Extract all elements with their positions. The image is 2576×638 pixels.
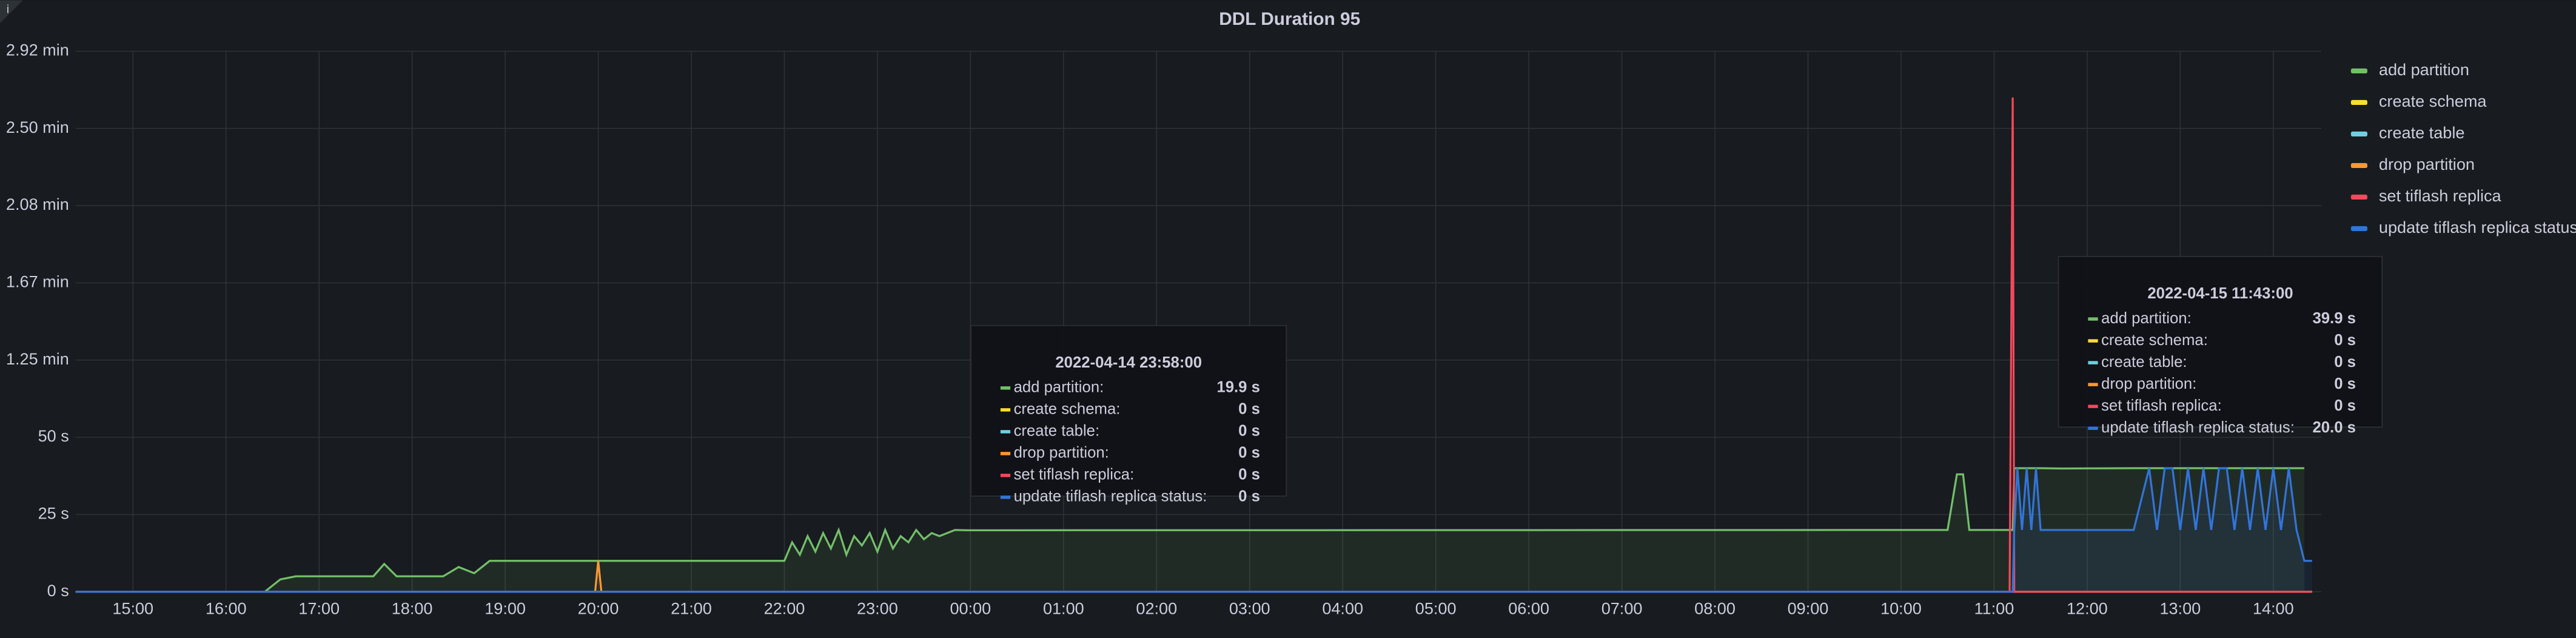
legend-label: add partition	[2379, 60, 2469, 79]
tooltip-value: 0 s	[2334, 332, 2356, 349]
tooltip-swatch	[2088, 361, 2098, 364]
legend-swatch	[2350, 131, 2367, 137]
tooltip-value: 0 s	[1238, 488, 1260, 505]
y-tick-label: 50 s	[38, 426, 69, 445]
x-tick-label: 21:00	[671, 599, 712, 618]
tooltip-name: create schema:	[2101, 332, 2208, 349]
tooltip-name: set tiflash replica:	[1014, 466, 1135, 483]
y-tick-label: 1.25 min	[6, 349, 69, 368]
tooltip-value: 39.9 s	[2312, 310, 2356, 327]
legend-label: update tiflash replica status	[2379, 218, 2576, 237]
x-tick-label: 15:00	[112, 599, 153, 618]
legend-swatch	[2350, 226, 2367, 232]
legend-label: drop partition	[2379, 155, 2475, 173]
x-tick-label: 18:00	[392, 599, 433, 618]
x-tick-label: 04:00	[1322, 599, 1363, 618]
x-tick-label: 14:00	[2253, 599, 2294, 618]
legend-label: set tiflash replica	[2379, 186, 2502, 205]
tooltip-value: 0 s	[1238, 445, 1260, 462]
tooltip-value: 0 s	[2334, 397, 2356, 414]
x-tick-label: 20:00	[578, 599, 619, 618]
x-tick-label: 10:00	[1880, 599, 1922, 618]
y-tick-label: 2.92 min	[6, 41, 69, 59]
x-tick-label: 09:00	[1788, 599, 1829, 618]
tooltip: 2022-04-14 23:58:00 add partition: 19.9 s c…	[970, 325, 1287, 505]
tooltip-name: drop partition:	[1014, 445, 1109, 462]
y-tick-label: 0 s	[47, 581, 69, 600]
x-tick-label: 17:00	[298, 599, 340, 618]
tooltip-name: add partition:	[1014, 379, 1104, 396]
x-tick-label: 06:00	[1508, 599, 1549, 618]
x-tick-label: 00:00	[950, 599, 991, 618]
tooltip-name: update tiflash replica status:	[1014, 488, 1207, 505]
tooltip-name: create schema:	[1014, 401, 1121, 418]
tooltip-swatch	[1000, 408, 1011, 412]
x-tick-label: 07:00	[1602, 599, 1643, 618]
tooltip-value: 0 s	[2334, 354, 2356, 371]
tooltip-swatch	[1000, 430, 1011, 434]
tooltip: 2022-04-15 11:43:00 add partition: 39.9 s c…	[2058, 256, 2383, 436]
legend-label: create schema	[2379, 92, 2487, 110]
tooltip-swatch	[1000, 474, 1011, 477]
tooltip-box	[970, 325, 1287, 497]
x-tick-label: 03:00	[1229, 599, 1270, 618]
x-tick-label: 02:00	[1136, 599, 1177, 618]
tooltip-value: 0 s	[1238, 466, 1260, 483]
tooltip-name: drop partition:	[2101, 375, 2196, 392]
x-tick-label: 11:00	[1974, 599, 2014, 618]
x-tick-label: 13:00	[2159, 599, 2201, 618]
x-tick-label: 08:00	[1694, 599, 1736, 618]
tooltip-swatch	[1000, 495, 1011, 499]
tooltip-value: 0 s	[1238, 401, 1260, 418]
tooltip-time: 2022-04-15 11:43:00	[2147, 285, 2293, 302]
series-line	[75, 467, 2312, 593]
tooltip-name: create table:	[1014, 423, 1100, 440]
tooltip-swatch	[2088, 405, 2098, 408]
info-corner[interactable]	[0, 0, 23, 24]
legend-swatch	[2350, 194, 2367, 200]
tooltip-time: 2022-04-14 23:58:00	[1055, 354, 1202, 371]
x-tick-label: 05:00	[1415, 599, 1457, 618]
y-tick-label: 2.08 min	[6, 195, 69, 213]
tooltip-swatch	[2088, 383, 2098, 386]
legend-swatch	[2350, 99, 2367, 105]
tooltip-value: 20.0 s	[2312, 419, 2356, 436]
legend-swatch	[2350, 68, 2367, 73]
legend-swatch	[2350, 163, 2367, 169]
x-tick-label: 12:00	[2067, 599, 2108, 618]
x-tick-label: 19:00	[485, 599, 526, 618]
tooltip-swatch	[2088, 317, 2098, 321]
tooltip-value: 0 s	[2334, 375, 2356, 392]
y-tick-label: 1.67 min	[6, 272, 69, 291]
tooltip-name: update tiflash replica status:	[2101, 419, 2295, 436]
tooltip-box	[2058, 256, 2383, 428]
series-area	[75, 468, 2304, 592]
tooltip-swatch	[2088, 339, 2098, 343]
tooltip-value: 0 s	[1238, 423, 1260, 440]
tooltip-value: 19.9 s	[1216, 379, 1260, 396]
y-tick-label: 25 s	[38, 504, 69, 523]
x-tick-label: 01:00	[1043, 599, 1084, 618]
chart-title: DDL Duration 95	[1219, 9, 1360, 29]
tooltip-name: create table:	[2101, 354, 2187, 371]
legend-label: create table	[2379, 123, 2465, 142]
tooltip-name: add partition:	[2101, 310, 2192, 327]
x-tick-label: 22:00	[764, 599, 805, 618]
x-tick-label: 23:00	[857, 599, 898, 618]
x-tick-label: 16:00	[206, 599, 247, 618]
tooltip-swatch	[1000, 386, 1011, 390]
tooltip-swatch	[1000, 452, 1011, 455]
tooltip-swatch	[2088, 426, 2098, 430]
tooltip-name: set tiflash replica:	[2101, 397, 2222, 414]
y-tick-label: 2.50 min	[6, 118, 69, 136]
series-area	[75, 468, 2312, 592]
info-icon: i	[7, 4, 9, 16]
